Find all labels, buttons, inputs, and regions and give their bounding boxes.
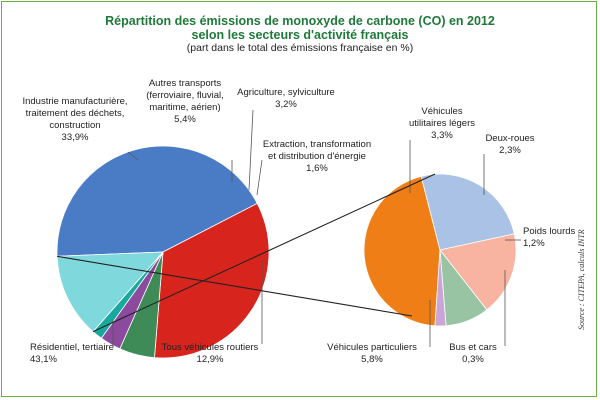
main-slice-residentiel-tertiaire — [56, 145, 258, 257]
detail-value-bus-et-cars: 0,3% — [462, 354, 484, 365]
detail-label-line: Véhicules — [421, 106, 462, 117]
main-label-line: Industrie manufacturière, — [22, 96, 127, 107]
main-label-autres-transports: Autres transports(ferroviaire, fluvial,m… — [146, 78, 224, 125]
detail-pie — [363, 173, 517, 327]
main-slice-industrie-manufacturiere — [154, 202, 270, 359]
detail-label-line: Bus et cars — [449, 342, 497, 353]
main-label-line: maritime, aérien) — [149, 102, 220, 113]
main-value-tous-vehicules-routiers: 12,9% — [197, 354, 224, 365]
connector-bottom — [57, 255, 413, 317]
detail-slice-deux-roues — [439, 233, 517, 311]
chart-title-line-2: selon les secteurs d'activité français — [191, 28, 409, 42]
detail-value-vehicules-particuliers: 5,8% — [361, 354, 383, 365]
main-pie — [56, 145, 270, 359]
detail-label-line: Deux-roues — [485, 133, 534, 144]
main-label-line: Résidentiel, tertiaire — [30, 342, 114, 353]
source-note: Source : CITEPA, calculs INTR — [577, 229, 586, 330]
detail-label-line: utilitaires légers — [409, 118, 475, 129]
main-value-autres-transports: 5,4% — [174, 114, 196, 125]
main-leader-agriculture-sylviculture — [248, 109, 254, 191]
main-label-line: Autres transports — [149, 78, 222, 89]
detail-value-deux-roues: 2,3% — [499, 145, 521, 156]
connector-top — [92, 173, 436, 333]
main-label-line: et distribution d'énergie — [268, 151, 366, 162]
main-label-line: Agriculture, sylviculture — [237, 87, 335, 98]
main-leader-industrie-manufacturiere — [127, 151, 139, 161]
chart-title-line-1: Répartition des émissions de monoxyde de… — [105, 14, 495, 28]
main-value-industrie-manufacturiere: 33,9% — [62, 132, 89, 143]
detail-label-line: Véhicules particuliers — [327, 342, 417, 353]
detail-value-poids-lourds: 1,2% — [523, 238, 545, 249]
detail-value-vehicules: 3,3% — [431, 130, 453, 141]
main-label-line: Extraction, transformation — [263, 139, 371, 150]
main-label-line: (ferroviaire, fluvial, — [146, 90, 224, 101]
detail-slice-vehicules-particuliers — [363, 175, 441, 327]
chart-subtitle: (part dans le total des émissions frança… — [186, 42, 414, 54]
main-value-residentiel-tertiaire: 43,1% — [30, 354, 57, 365]
main-slice-tous-vehicules-routiers — [56, 251, 164, 333]
main-value-extraction-transformation: 1,6% — [306, 163, 328, 174]
main-label-industrie-manufacturiere: Industrie manufacturière,traitement des … — [22, 96, 127, 143]
main-label-line: Tous véhicules routiers — [162, 342, 259, 353]
main-leader-extraction-transformation — [256, 159, 263, 196]
main-value-agriculture-sylviculture: 3,2% — [275, 99, 297, 110]
detail-label-line: Poids lourds — [523, 226, 576, 237]
main-label-line: construction — [49, 120, 100, 131]
main-label-line: traitement des déchets, — [26, 108, 125, 119]
detail-slice-vehicules — [420, 173, 515, 251]
detail-slice-bus-et-cars — [434, 249, 447, 327]
